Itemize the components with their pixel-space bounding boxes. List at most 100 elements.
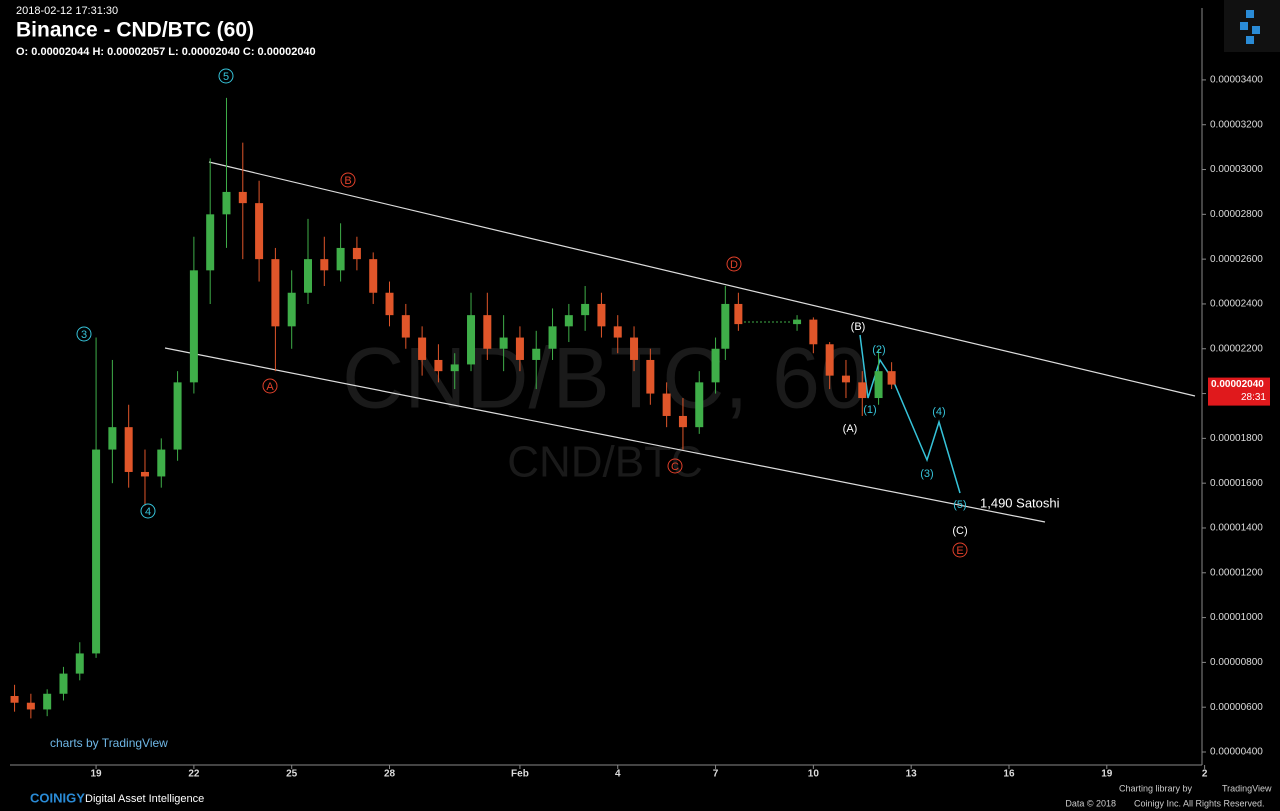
wave-label: (3): [920, 468, 933, 480]
watermark-small: CND/BTC: [507, 438, 703, 487]
candle-body: [434, 359, 443, 372]
y-tick-label: 0.00001400: [1210, 523, 1263, 534]
target-label: 1,490 Satoshi: [980, 495, 1060, 510]
candle-body: [711, 348, 720, 383]
wave-circle: [218, 68, 234, 84]
logo: [1224, 0, 1280, 52]
wave-label: (A): [843, 423, 858, 435]
candle-body: [597, 303, 606, 327]
x-tick-label: 19: [1101, 769, 1113, 780]
candle-body: [532, 348, 541, 360]
candle-body: [336, 247, 345, 271]
candle-body: [43, 693, 52, 710]
tagline: Digital Asset Intelligence: [85, 793, 204, 805]
candle-body: [483, 315, 492, 349]
data-credit: Data © 2018: [1065, 798, 1116, 808]
candle-body: [108, 427, 117, 450]
wave-circle: [952, 542, 968, 558]
candle-body: [75, 653, 84, 674]
library-name: TradingView: [1222, 783, 1272, 793]
candle-body: [499, 337, 508, 349]
x-tick-label: 25: [286, 769, 298, 780]
candle-body: [548, 326, 557, 349]
timestamp: 2018-02-12 17:31:30: [16, 5, 118, 17]
last-price-box: [1208, 377, 1270, 406]
x-tick-label: 16: [1003, 769, 1015, 780]
wave-label: (C): [952, 525, 967, 537]
candle-body: [887, 371, 896, 385]
candle-body: [809, 319, 818, 345]
y-tick-label: 0.00001200: [1210, 567, 1263, 578]
candle-body: [825, 344, 834, 376]
candle-body: [255, 203, 264, 260]
candle-body: [841, 375, 850, 383]
y-tick-label: 0.00002400: [1210, 299, 1263, 310]
x-tick-label: 19: [91, 769, 103, 780]
wave-label: 4: [145, 506, 151, 518]
wave-label: 3: [81, 329, 87, 341]
candle-body: [467, 315, 476, 365]
candle-body: [157, 449, 166, 477]
candle-body: [352, 247, 361, 260]
candle-body: [734, 303, 743, 325]
candle-body: [793, 319, 802, 325]
y-tick-label: 0.00000800: [1210, 657, 1263, 668]
trend-line: [208, 161, 1196, 397]
candle-body: [515, 337, 524, 360]
x-tick-label: Feb: [511, 769, 529, 780]
candle-body: [173, 382, 182, 450]
y-tick-label: 0.00000400: [1210, 747, 1263, 758]
wave-circle: [140, 503, 156, 519]
x-tick-label: 2: [1202, 769, 1208, 780]
wave-circle: [76, 326, 92, 342]
wave-label: (B): [851, 321, 866, 333]
candle-body: [369, 259, 378, 293]
y-tick-label: 0.00000600: [1210, 702, 1263, 713]
y-tick-label: 0.00003200: [1210, 119, 1263, 130]
candle-body: [385, 292, 394, 316]
candle-body: [581, 303, 590, 316]
ohlc: O: 0.00002044 H: 0.00002057 L: 0.0000204…: [16, 46, 316, 58]
candle-body: [564, 315, 573, 327]
candle-body: [662, 393, 671, 416]
candle-body: [271, 259, 280, 327]
y-tick-label: 0.00003400: [1210, 75, 1263, 86]
candle-body: [206, 214, 215, 271]
x-tick-label: 10: [808, 769, 820, 780]
candle-body: [222, 191, 231, 215]
library-credit: Charting library by: [1119, 783, 1193, 793]
wave-label: (1): [863, 404, 876, 416]
x-tick-label: 28: [384, 769, 396, 780]
tv-badge: charts by TradingView: [50, 736, 168, 750]
title: Binance - CND/BTC (60): [16, 19, 254, 42]
candle-body: [858, 382, 867, 399]
x-tick-label: 22: [188, 769, 200, 780]
last-price-label: 0.00002040: [1211, 379, 1264, 390]
wave-circle: [262, 378, 278, 394]
candle-body: [140, 471, 149, 477]
candle-body: [189, 270, 198, 383]
candle-body: [92, 449, 101, 654]
trend-line: [164, 347, 1046, 523]
y-tick-label: 0.00001000: [1210, 612, 1263, 623]
wave-circle: [726, 256, 742, 272]
wave-label: 5: [223, 71, 229, 83]
candle-body: [59, 673, 68, 694]
candle-body: [401, 315, 410, 338]
wave-label: E: [956, 545, 963, 557]
candle-body: [450, 364, 459, 372]
candle-body: [10, 695, 19, 703]
wave-label: (4): [932, 406, 945, 418]
candle-body: [320, 259, 329, 271]
wave-label: A: [266, 381, 274, 393]
wave-circle: [667, 458, 683, 474]
brand: COINIGY: [30, 790, 85, 805]
wave-label: (5): [953, 499, 966, 511]
candle-body: [874, 371, 883, 399]
candle-body: [721, 303, 730, 349]
watermark: CND/BTC, 60: [342, 331, 868, 427]
candle-body: [418, 337, 427, 360]
y-tick-label: 0.00003000: [1210, 164, 1263, 175]
candle-body: [678, 415, 687, 428]
